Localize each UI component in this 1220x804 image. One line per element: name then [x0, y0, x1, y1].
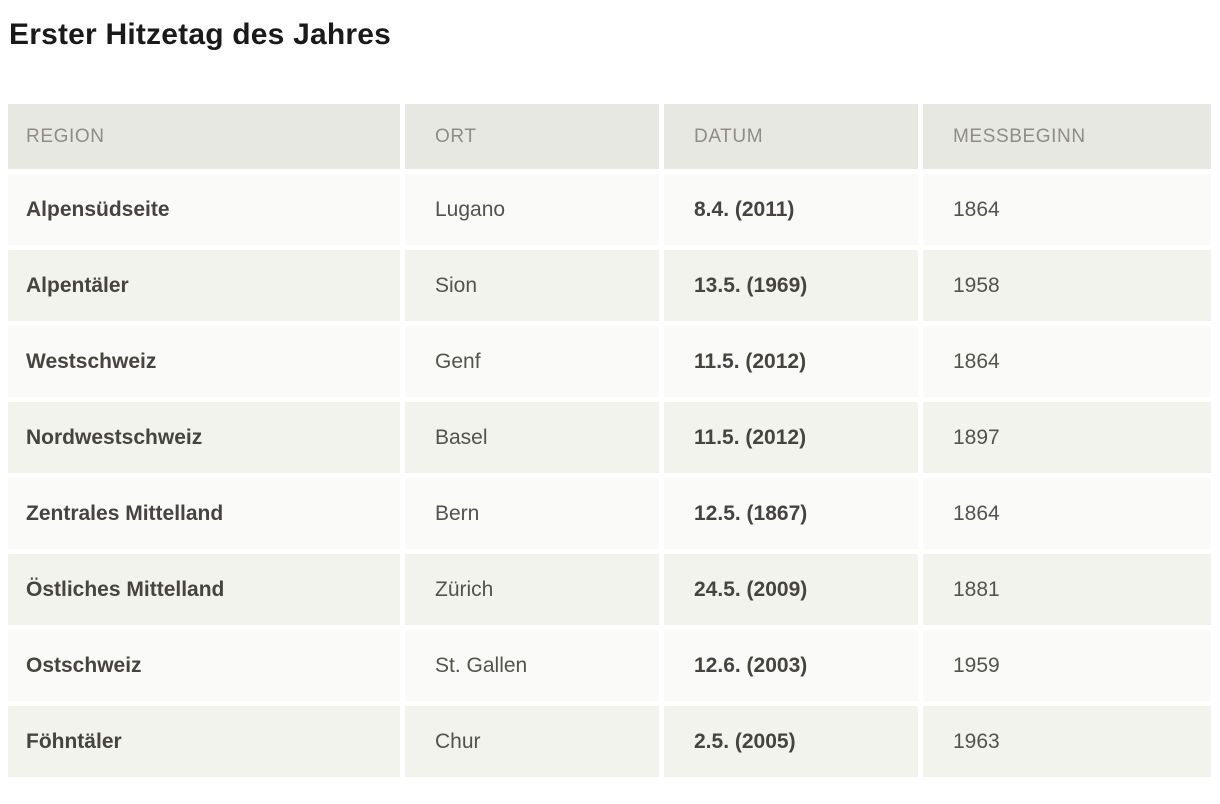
table-container: REGION ORT DATUM MESSBEGINN Alpensüdseit… — [8, 104, 1211, 777]
cell-datum: 11.5. (2012) — [664, 402, 918, 473]
column-header-region: REGION — [8, 104, 400, 169]
cell-ort: Lugano — [405, 174, 659, 245]
column-header-datum: DATUM — [664, 104, 918, 169]
page-title: Erster Hitzetag des Jahres — [9, 18, 392, 51]
cell-region: Ostschweiz — [8, 630, 400, 701]
cell-datum: 24.5. (2009) — [664, 554, 918, 625]
column-header-messbeginn: MESSBEGINN — [923, 104, 1211, 169]
cell-ort: Zürich — [405, 554, 659, 625]
cell-messbeginn: 1864 — [923, 478, 1211, 549]
cell-messbeginn: 1958 — [923, 250, 1211, 321]
cell-datum: 12.5. (1867) — [664, 478, 918, 549]
cell-datum: 8.4. (2011) — [664, 174, 918, 245]
cell-datum: 13.5. (1969) — [664, 250, 918, 321]
cell-region: Westschweiz — [8, 326, 400, 397]
cell-ort: Genf — [405, 326, 659, 397]
cell-ort: Chur — [405, 706, 659, 777]
cell-messbeginn: 1963 — [923, 706, 1211, 777]
cell-datum: 11.5. (2012) — [664, 326, 918, 397]
cell-datum: 12.6. (2003) — [664, 630, 918, 701]
cell-region: Föhntäler — [8, 706, 400, 777]
cell-ort: St. Gallen — [405, 630, 659, 701]
cell-region: Zentrales Mittelland — [8, 478, 400, 549]
cell-region: Alpensüdseite — [8, 174, 400, 245]
cell-ort: Basel — [405, 402, 659, 473]
page: Erster Hitzetag des Jahres REGION ORT DA… — [0, 16, 1220, 804]
cell-region: Alpentäler — [8, 250, 400, 321]
cell-messbeginn: 1864 — [923, 174, 1211, 245]
cell-messbeginn: 1864 — [923, 326, 1211, 397]
cell-region: Östliches Mittelland — [8, 554, 400, 625]
column-header-ort: ORT — [405, 104, 659, 169]
cell-ort: Bern — [405, 478, 659, 549]
heat-day-table: REGION ORT DATUM MESSBEGINN Alpensüdseit… — [8, 104, 1211, 777]
cell-messbeginn: 1959 — [923, 630, 1211, 701]
cell-datum: 2.5. (2005) — [664, 706, 918, 777]
cell-messbeginn: 1881 — [923, 554, 1211, 625]
cell-region: Nordwestschweiz — [8, 402, 400, 473]
cell-ort: Sion — [405, 250, 659, 321]
cell-messbeginn: 1897 — [923, 402, 1211, 473]
